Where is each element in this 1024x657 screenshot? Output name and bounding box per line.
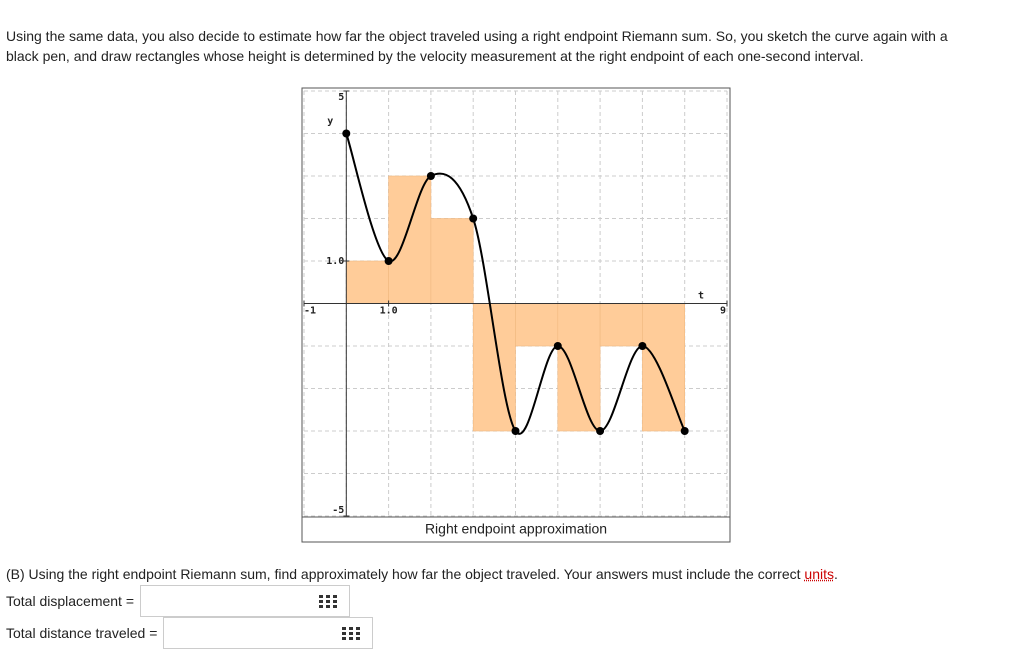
intro-line: Using the same data, you also decide to … bbox=[6, 28, 948, 44]
keypad-button[interactable] bbox=[340, 625, 362, 641]
question-end: . bbox=[833, 566, 838, 582]
answer-input[interactable] bbox=[163, 617, 374, 649]
y-axis-label: y bbox=[327, 116, 333, 127]
x-tick-label: 1.0 bbox=[380, 306, 398, 317]
riemann-rect bbox=[557, 303, 601, 432]
caption: Right endpoint approximation bbox=[425, 521, 607, 537]
units-link[interactable]: units bbox=[804, 566, 834, 582]
y-tick-label: -5 bbox=[332, 505, 344, 516]
point bbox=[384, 257, 393, 265]
intro-line: black pen, and draw rectangles whose hei… bbox=[6, 48, 864, 64]
x-tick-label: 9 bbox=[720, 306, 726, 317]
riemann-rect bbox=[642, 303, 685, 432]
y-tick-label: 5 bbox=[338, 92, 344, 103]
point bbox=[426, 172, 435, 180]
field-label: Total distance traveled = bbox=[6, 625, 158, 641]
x-axis-label: t bbox=[698, 291, 704, 302]
intro: Using the same data, you also decide to … bbox=[6, 26, 948, 66]
field-label: Total displacement = bbox=[6, 593, 135, 609]
point bbox=[553, 342, 562, 350]
question: (B) Using the right endpoint Riemann sum… bbox=[6, 566, 838, 582]
point bbox=[469, 214, 478, 223]
point bbox=[511, 427, 520, 435]
riemann-rect bbox=[345, 260, 389, 304]
answer-input[interactable] bbox=[140, 585, 351, 617]
riemann-rect bbox=[599, 303, 643, 347]
y-tick-label: 1.0 bbox=[326, 256, 344, 267]
field-row: Total distance traveled = bbox=[6, 617, 374, 649]
x-tick-label: -1 bbox=[304, 306, 316, 317]
riemann-rect bbox=[430, 218, 474, 304]
riemann-rect bbox=[388, 175, 432, 304]
figure: Right endpoint approximation -1 1.0 9 5 1.0 -… bbox=[301, 87, 731, 543]
field-row: Total displacement = bbox=[6, 585, 351, 617]
question-text: (B) Using the right endpoint Riemann sum… bbox=[6, 566, 805, 582]
riemann-rect bbox=[515, 303, 559, 347]
point bbox=[680, 427, 689, 435]
point bbox=[638, 342, 647, 350]
keypad-button[interactable] bbox=[317, 593, 339, 609]
point bbox=[342, 129, 351, 138]
point bbox=[596, 427, 605, 435]
